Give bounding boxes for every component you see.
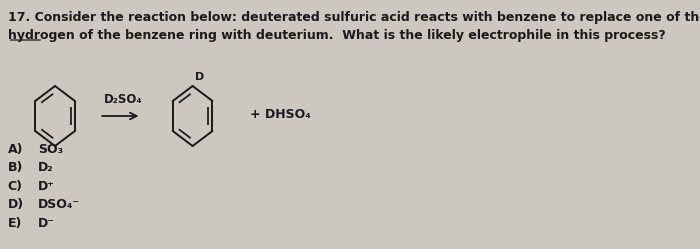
Text: D₂: D₂ xyxy=(38,161,54,174)
Text: D⁻: D⁻ xyxy=(38,216,55,230)
Text: + DHSO₄: + DHSO₄ xyxy=(250,108,311,121)
Text: D): D) xyxy=(8,198,24,211)
Text: D₂SO₄: D₂SO₄ xyxy=(104,93,143,106)
Text: 17. Consider the reaction below: deuterated sulfuric acid reacts with benzene to: 17. Consider the reaction below: deutera… xyxy=(8,11,700,24)
Text: hydrogen of the benzene ring with deuterium.  What is the likely electrophile in: hydrogen of the benzene ring with deuter… xyxy=(8,29,666,42)
Text: E): E) xyxy=(8,216,22,230)
Text: B): B) xyxy=(8,161,23,174)
Text: DSO₄⁻: DSO₄⁻ xyxy=(38,198,80,211)
Text: C): C) xyxy=(8,180,22,192)
Text: D⁺: D⁺ xyxy=(38,180,55,192)
Text: SO₃: SO₃ xyxy=(38,142,63,155)
Text: A): A) xyxy=(8,142,23,155)
Text: D: D xyxy=(195,72,204,82)
